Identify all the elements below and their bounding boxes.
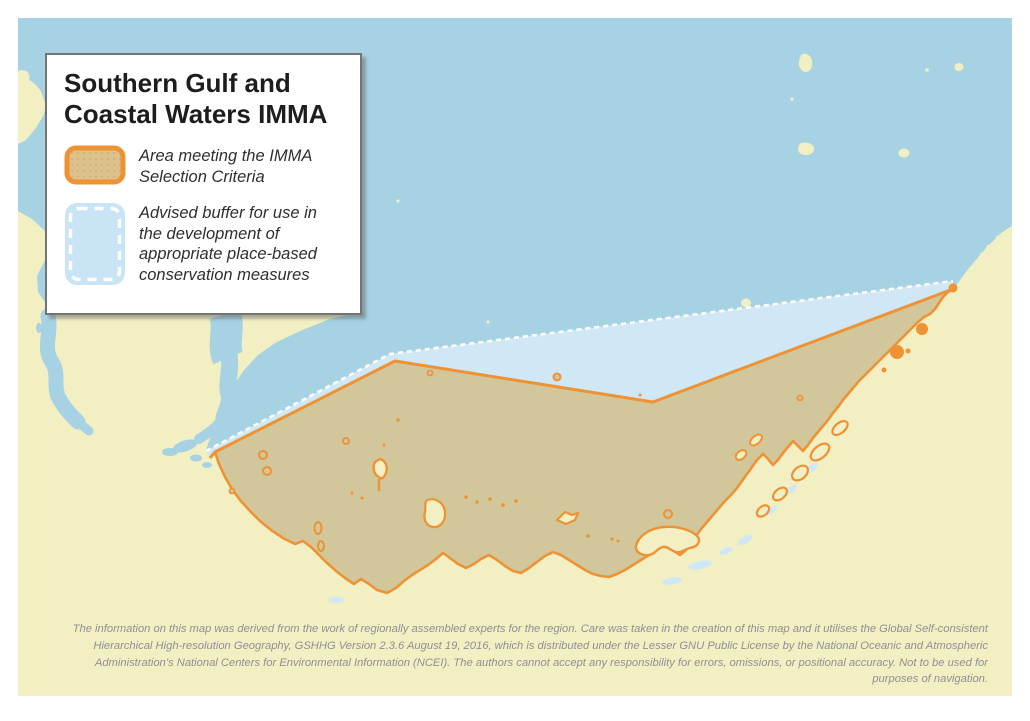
legend-item-imma-area: Area meeting the IMMA Selection Criteria xyxy=(64,145,350,187)
buffer-swatch xyxy=(65,203,125,286)
landmass xyxy=(18,211,1012,698)
imma-interior-islands xyxy=(228,369,804,557)
map-canvas xyxy=(18,18,1012,698)
sea-islands xyxy=(396,53,1001,324)
map-disclaimer: The information on this map was derived … xyxy=(72,623,988,686)
buffer-polygon xyxy=(206,281,953,458)
legend-item-buffer: Advised buffer for use in the developmen… xyxy=(64,202,350,286)
legend-title: Southern Gulf and Coastal Waters IMMA xyxy=(64,68,328,129)
qatar-peninsula-tip xyxy=(18,70,46,144)
legend-panel: Southern Gulf and Coastal Waters IMMA Ar… xyxy=(45,53,362,315)
buffer-dashed-outline xyxy=(205,279,954,453)
imma-area-swatch xyxy=(64,145,126,185)
imma-area-label: Area meeting the IMMA Selection Criteria xyxy=(139,147,312,186)
coastal-lagoon-band xyxy=(328,419,849,603)
west-inlets xyxy=(36,308,244,468)
map-svg xyxy=(18,18,1012,698)
imma-area-polygon xyxy=(210,289,953,606)
northeast-orange-islets xyxy=(881,283,958,373)
buffer-label: Advised buffer for use in the developmen… xyxy=(139,204,317,284)
